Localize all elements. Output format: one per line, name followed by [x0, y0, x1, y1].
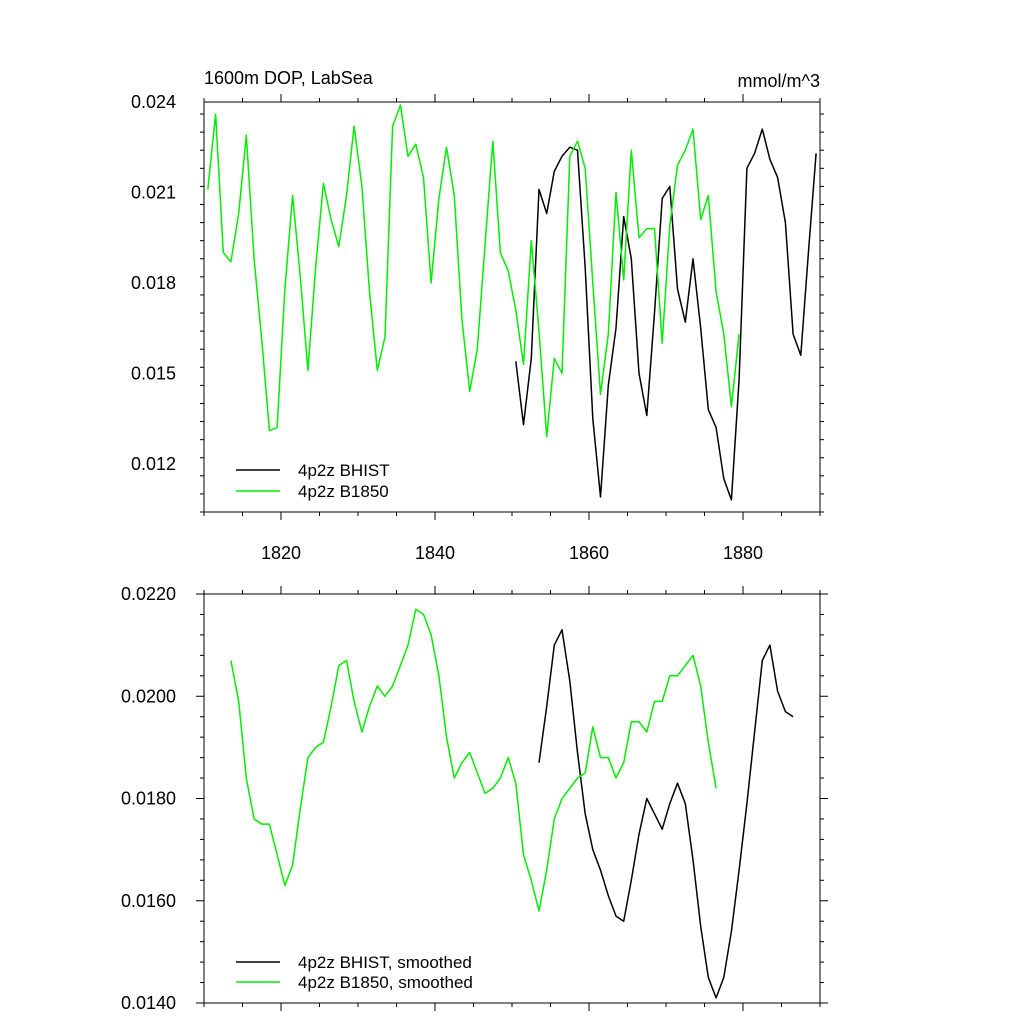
y-tick-label: 0.015: [131, 363, 176, 383]
bottom-panel-legend: 4p2z BHIST, smoothed 4p2z B1850, smoothe…: [236, 953, 473, 992]
top-panel: 1600m DOP, LabSea mmol/m^3 0.0120.0150.0…: [131, 68, 824, 563]
legend-label-b1850: 4p2z B1850: [298, 482, 389, 501]
x-tick-label: 1860: [569, 543, 609, 563]
top-panel-ticks: [200, 94, 824, 520]
y-tick-label: 0.0140: [121, 993, 176, 1013]
legend-label-bhist-smoothed: 4p2z BHIST, smoothed: [298, 953, 472, 972]
bottom-panel-series: [230, 608, 794, 999]
series-line-1: [207, 104, 740, 438]
x-tick-label: 1880: [723, 543, 763, 563]
bottom-panel: 0.0140 0.0160 0.0180 0.0200 0.0220 4p2z BHIS…: [121, 584, 828, 1013]
y-tick-label: 0.012: [131, 454, 176, 474]
top-panel-series: [207, 104, 817, 501]
bottom-panel-frame: [203, 593, 821, 1004]
legend-label-bhist: 4p2z BHIST: [298, 461, 390, 480]
y-tick-label: 0.0160: [121, 891, 176, 911]
top-panel-tick-labels: 0.012 0.015 0.018 0.021 0.024 1820 1840 1860 188…: [131, 92, 763, 563]
series-line-1: [230, 608, 717, 912]
bottom-panel-ticks: [196, 586, 828, 1011]
series-line-0: [538, 629, 794, 999]
top-panel-legend: 4p2z BHIST 4p2z B1850: [236, 461, 390, 501]
y-tick-label: 0.0180: [121, 789, 176, 809]
legend-label-b1850-smoothed: 4p2z B1850, smoothed: [298, 973, 473, 992]
y-tick-label: 0.021: [131, 182, 176, 202]
x-tick-label: 1840: [415, 543, 455, 563]
series-line-0: [515, 128, 817, 501]
y-tick-label: 0.0200: [121, 686, 176, 706]
y-tick-label: 0.024: [131, 92, 176, 112]
x-tick-label: 1820: [261, 543, 301, 563]
y-tick-label: 0.018: [131, 273, 176, 293]
top-panel-title-right: mmol/m^3: [738, 71, 820, 91]
y-tick-label: 0.0220: [121, 584, 176, 604]
top-panel-frame: [203, 101, 821, 513]
bottom-panel-tick-labels: 0.0140 0.0160 0.0180 0.0200 0.0220: [121, 584, 176, 1013]
top-panel-title-left: 1600m DOP, LabSea: [204, 68, 374, 88]
